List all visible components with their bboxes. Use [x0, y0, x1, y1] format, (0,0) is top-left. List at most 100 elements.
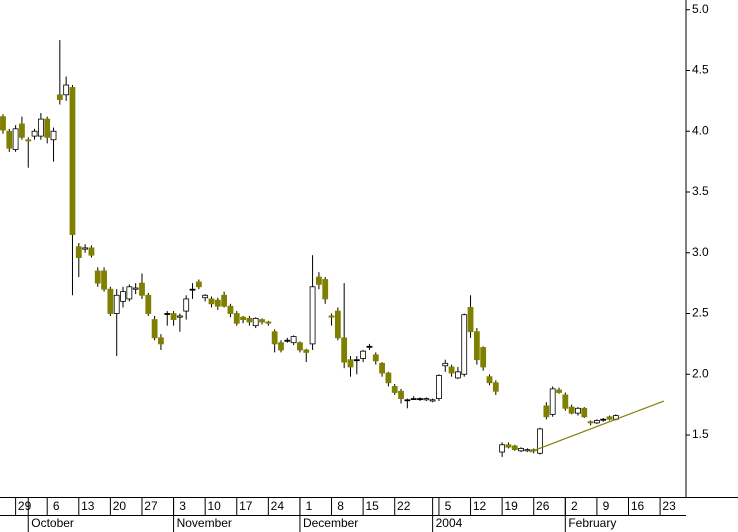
candle-body [164, 313, 171, 315]
candle-body [12, 128, 19, 150]
candle-body [151, 319, 158, 339]
candle-body [88, 247, 95, 256]
candle-body [120, 291, 126, 302]
x-tick-label: 15 [365, 499, 379, 513]
candle-body [297, 342, 303, 351]
y-tick-label: 2.0 [692, 366, 709, 380]
candle-body [50, 130, 57, 141]
candle-body [69, 87, 76, 235]
candle-body [221, 294, 228, 307]
candle-body [398, 390, 404, 399]
candle-body [429, 399, 436, 402]
candle-body [189, 288, 196, 291]
y-tick-label: 5.0 [692, 2, 709, 16]
candle-body [600, 418, 607, 421]
candle-body [391, 386, 398, 393]
y-tick-label: 4.0 [692, 123, 709, 137]
y-tick-label: 3.0 [692, 245, 709, 259]
candle-body [581, 407, 588, 418]
candle-body [562, 394, 569, 409]
candle-body [353, 359, 360, 362]
candle-body [183, 298, 190, 312]
x-tick-label: 19 [504, 499, 518, 513]
candle-body [170, 313, 177, 320]
candle-body [290, 336, 297, 344]
x-tick-label: 1 [306, 499, 313, 513]
x-tick-label: 5 [445, 499, 452, 513]
month-label: December [303, 516, 358, 530]
y-tick-label: 3.5 [692, 184, 709, 198]
trendline [529, 400, 665, 453]
candle-body [499, 444, 506, 453]
candle-body [486, 376, 493, 384]
candle-body [423, 398, 430, 401]
candle-body [202, 294, 209, 299]
candle-body [315, 276, 322, 285]
candle-body [208, 298, 215, 305]
candle-body [126, 286, 133, 300]
x-tick-label: 20 [113, 499, 127, 513]
candle-body [139, 282, 145, 296]
candle-body [82, 247, 89, 250]
candle-body [594, 420, 600, 424]
candle-body [328, 315, 335, 318]
x-tick-label: 10 [207, 499, 221, 513]
y-tick-label: 4.5 [692, 63, 709, 77]
candle-body [448, 366, 455, 374]
candle-body [492, 382, 499, 392]
candle-body [278, 342, 284, 351]
candle-body [518, 447, 524, 452]
candle-body [568, 406, 575, 414]
candle-body [372, 354, 379, 362]
candle-body [101, 270, 107, 290]
candle-body [113, 294, 120, 314]
candle-body [480, 347, 487, 368]
candle-body [366, 345, 373, 348]
candle-body [303, 349, 310, 353]
x-tick-label: 9 [603, 499, 610, 513]
x-tick-label: 16 [631, 499, 645, 513]
candle-body [56, 94, 63, 101]
candle-body [0, 116, 6, 131]
month-label: October [31, 516, 74, 530]
candle-body [6, 130, 13, 149]
month-label: November [177, 516, 232, 530]
x-tick-label: 29 [18, 499, 32, 513]
candle-body [19, 123, 25, 138]
candle-body [410, 398, 417, 400]
x-tick-label: 13 [81, 499, 95, 513]
candle-body [436, 375, 442, 399]
x-tick-label: 26 [536, 499, 550, 513]
x-tick-label: 6 [53, 499, 60, 513]
candle-body [505, 444, 512, 448]
candle-body [94, 270, 101, 284]
candle-body [246, 317, 253, 323]
x-tick-label: 2 [571, 499, 578, 513]
candle-body [347, 359, 354, 368]
x-tick-label: 12 [473, 499, 487, 513]
candle-body [63, 84, 70, 96]
candle-body [543, 405, 550, 418]
candle-body [37, 118, 44, 137]
candle-body [537, 428, 543, 454]
candle-body [341, 337, 348, 363]
month-label: February [568, 516, 616, 530]
candle-body [549, 388, 556, 415]
x-tick-label: 23 [662, 499, 676, 513]
candle-body [322, 279, 329, 300]
candle-body [309, 286, 316, 345]
candle-body [556, 389, 562, 393]
y-tick-label: 2.5 [692, 306, 709, 320]
candle-body [587, 421, 594, 424]
candle-body [404, 399, 411, 402]
x-tick-label: 24 [271, 499, 285, 513]
candle-body [214, 299, 221, 307]
candle-body [334, 310, 341, 339]
x-tick-label: 22 [397, 499, 411, 513]
candle-body [473, 331, 480, 361]
candle-body [158, 337, 164, 345]
candle-body [442, 362, 449, 367]
candle-body [75, 246, 82, 259]
